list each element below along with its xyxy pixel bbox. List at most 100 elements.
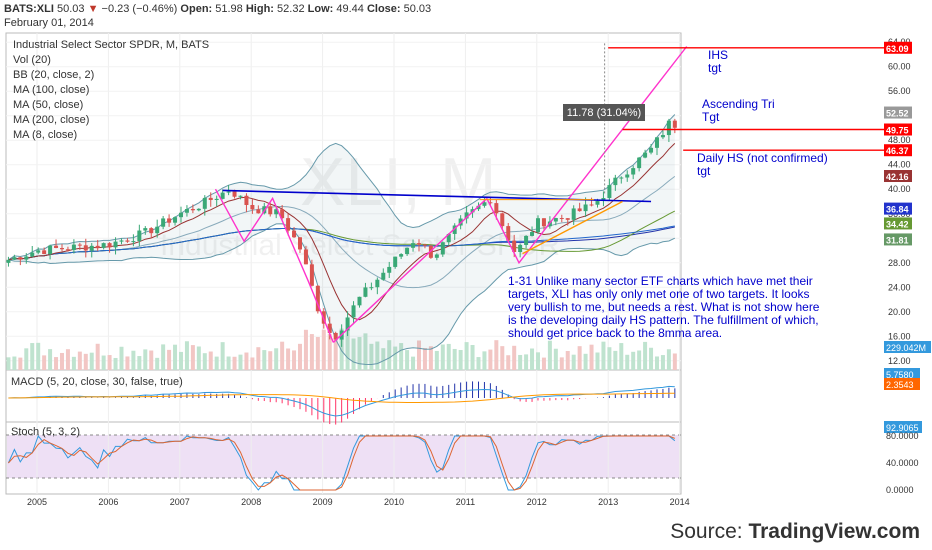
candle-body	[250, 204, 255, 210]
price-label: 49.75	[886, 126, 909, 136]
candle-body	[6, 259, 11, 263]
x-tick-label: 2007	[170, 497, 190, 507]
volume-bar	[18, 357, 23, 370]
volume-bar	[149, 350, 154, 370]
macd-series	[8, 381, 676, 425]
candle-body	[24, 256, 29, 260]
legend-item[interactable]: MA (100, close)	[13, 84, 90, 96]
legend-item[interactable]: BB (20, close, 2)	[13, 69, 95, 81]
volume-bar	[411, 356, 416, 370]
candle-body	[208, 197, 213, 200]
volume-bar	[297, 343, 302, 370]
source-credit: Source: TradingView.com	[670, 520, 920, 544]
volume-bar	[268, 351, 273, 370]
ma8-line	[8, 143, 676, 321]
price-label-box	[884, 217, 912, 230]
candle-body	[422, 244, 427, 246]
x-tick-label: 2011	[456, 497, 475, 507]
volume-bar	[399, 343, 404, 370]
candle-body	[119, 240, 124, 242]
volume-bar	[59, 352, 64, 370]
volume-bar	[440, 344, 445, 370]
legend-item[interactable]: MA (200, close)	[13, 114, 90, 126]
last-price: 50.03	[56, 3, 85, 15]
price-label: 36.84	[886, 205, 909, 215]
axes: 2005 2006 2007 2008 2009 2010 2011 2012 2013 2014…	[27, 37, 931, 507]
candle-body	[524, 235, 529, 245]
candle-body	[274, 209, 279, 215]
volume-bar	[101, 355, 106, 370]
down-arrow-icon: ▼	[87, 3, 99, 15]
candle-body	[625, 174, 630, 178]
y-tick-label: 44.00	[888, 160, 911, 170]
candle-body	[553, 218, 558, 222]
volume-bar	[202, 353, 207, 370]
volume-bar	[12, 356, 17, 370]
macd-label: MACD (5, 20, close, 30, false, true)	[11, 376, 183, 388]
volume-bar	[167, 349, 172, 370]
volume-bar	[559, 357, 564, 370]
candle-body	[143, 228, 148, 231]
ihs-tgt-label: tgt	[708, 61, 722, 75]
volume-bar	[518, 354, 523, 370]
volume-bar	[274, 348, 279, 370]
candle-body	[18, 257, 23, 260]
legend-item[interactable]: MA (50, close)	[13, 99, 84, 111]
stoch-label: Stoch (5, 3, 2)	[11, 426, 80, 438]
candle-body	[107, 243, 112, 248]
candle-body	[351, 305, 356, 318]
volume-bar	[470, 345, 475, 370]
legend-item[interactable]: Vol (20)	[13, 54, 51, 66]
candle-body	[95, 245, 100, 248]
quote-header: BATS:XLI 50.03 ▼ −0.23 (−0.46%) Open: 51…	[4, 3, 431, 15]
volume-bar	[286, 348, 291, 370]
stoch-d-line	[8, 435, 675, 491]
legend-item[interactable]: MA (8, close)	[13, 129, 78, 141]
volume-bar	[565, 350, 570, 370]
candle-body	[54, 245, 59, 249]
candle-body	[297, 237, 302, 250]
volume-bar	[95, 343, 100, 370]
pink-rise-line	[332, 197, 488, 343]
candle-body	[238, 195, 243, 197]
y-tick-label: 28.00	[888, 258, 911, 268]
volume-bar	[238, 354, 243, 370]
volume-bar	[6, 357, 11, 370]
y-tick-label: 20.00	[888, 307, 911, 317]
volume-bar	[381, 348, 386, 370]
volume-bar	[512, 345, 517, 370]
price-chart[interactable]: XLI, M Industrial Select Sector SPDR 200…	[0, 0, 932, 520]
candle-body	[303, 249, 308, 265]
candle-body	[369, 287, 374, 289]
measure-label: 11.78 (31.04%)	[567, 107, 641, 119]
candle-body	[214, 198, 219, 200]
volume-bar	[65, 349, 70, 370]
candle-body	[518, 244, 523, 252]
volume-bar	[488, 349, 493, 370]
volume-bar	[458, 350, 463, 370]
stoch-y-tick: 80.0000	[886, 431, 919, 441]
volume-bar	[464, 342, 469, 370]
price-label: 34.42	[886, 219, 909, 229]
candle-body	[482, 202, 487, 206]
macd-signal-line	[8, 392, 675, 403]
candle-body	[541, 218, 546, 227]
volume-bar	[244, 352, 249, 370]
volume-bar	[643, 341, 648, 370]
pink-pattern-left	[214, 188, 334, 343]
y-tick-label: 56.00	[888, 86, 911, 96]
volume-bar	[321, 329, 326, 370]
candle-body	[83, 245, 88, 251]
volume-bar	[184, 341, 189, 370]
volume-bar	[500, 346, 505, 370]
candle-body	[12, 257, 17, 260]
candle-body	[292, 230, 297, 238]
candle-body	[36, 250, 41, 253]
volume-bar	[309, 334, 314, 370]
candle-body	[178, 212, 183, 218]
candle-body	[280, 209, 285, 219]
candle-body	[500, 213, 505, 227]
x-tick-label: 2014	[670, 497, 690, 507]
candle-body	[512, 240, 517, 252]
candle-body	[113, 241, 118, 248]
